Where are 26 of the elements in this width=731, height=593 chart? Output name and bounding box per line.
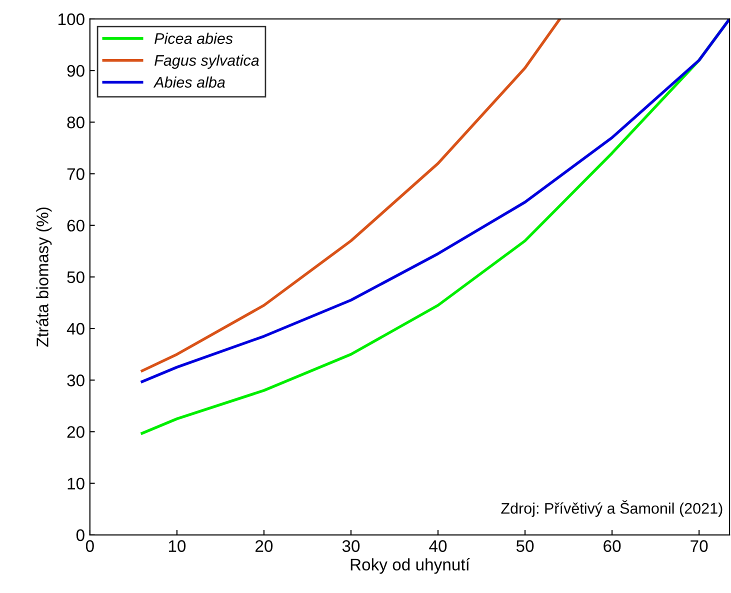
y-tick-label: 90 bbox=[67, 64, 84, 77]
x-tick-label: 70 bbox=[690, 540, 708, 552]
x-tick-label: 60 bbox=[604, 540, 621, 552]
y-tick-label: 10 bbox=[68, 478, 84, 490]
y-tick-label: 70 bbox=[67, 168, 84, 180]
x-tick-label: 40 bbox=[429, 540, 447, 552]
y-tick-label: 20 bbox=[67, 426, 84, 438]
legend-label: Abies alba bbox=[153, 76, 225, 88]
x-tick-label: 30 bbox=[342, 540, 360, 552]
line-series bbox=[140, 18, 562, 372]
x-tick-label: 20 bbox=[256, 540, 273, 552]
legend-label: Fagus sylvatica bbox=[154, 54, 259, 69]
legend-label: Picea abies bbox=[154, 32, 233, 44]
y-tick-label: 60 bbox=[67, 220, 84, 232]
y-tick-label: 0 bbox=[76, 529, 84, 542]
y-tick-label: 50 bbox=[67, 271, 84, 284]
annotation: Zdroj: Přívětivý a Šamonil (2021) bbox=[501, 500, 722, 517]
x-tick-label: 50 bbox=[516, 540, 534, 552]
x-axis-title: Roky od uhynutí bbox=[350, 558, 470, 574]
y-axis-title: Ztráta biomasy (%) bbox=[36, 208, 52, 347]
y-tick-label: 100 bbox=[58, 13, 84, 26]
y-tick-label: 30 bbox=[67, 374, 84, 386]
y-tick-label: 80 bbox=[67, 116, 84, 128]
y-tick-label: 40 bbox=[66, 322, 84, 335]
x-tick-label: 0 bbox=[86, 540, 94, 552]
x-tick-label: 10 bbox=[168, 540, 186, 552]
